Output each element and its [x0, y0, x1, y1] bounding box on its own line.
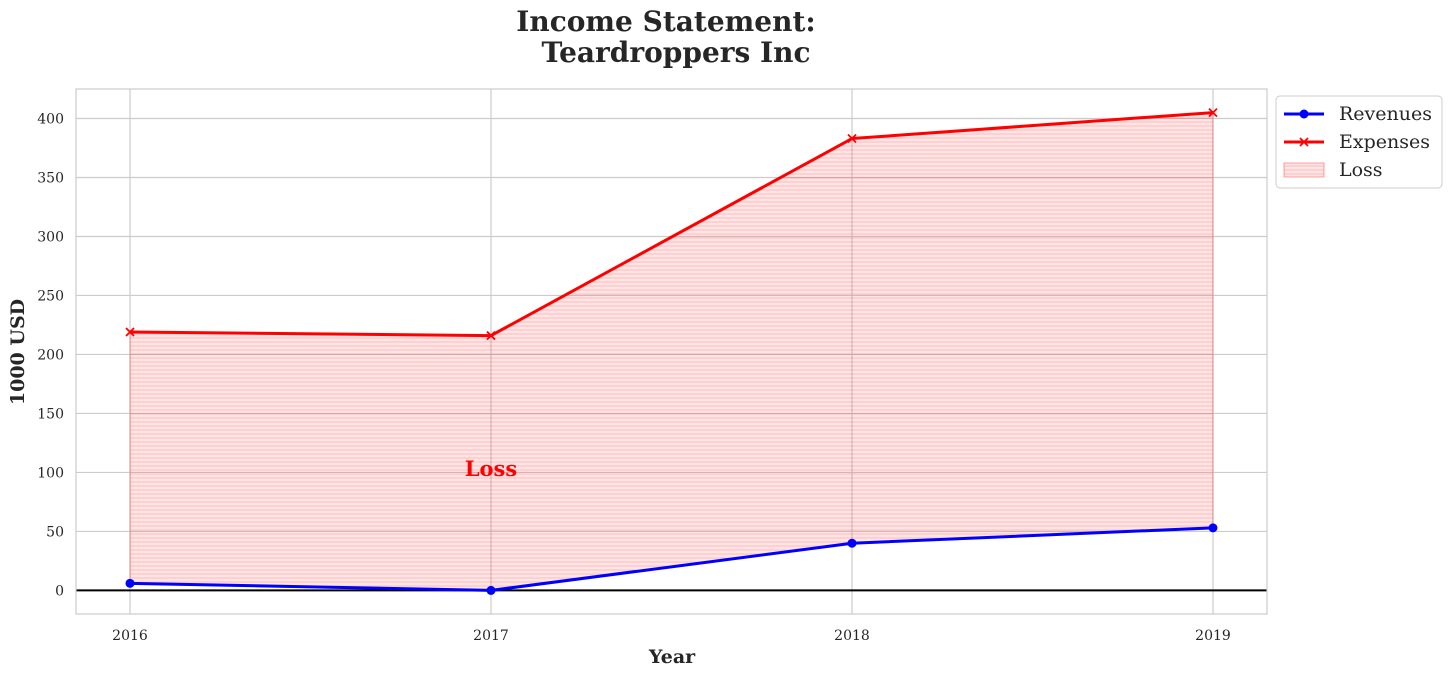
- revenues-point-2018: [847, 538, 857, 548]
- legend-marker-revenues: [1299, 109, 1309, 119]
- y-tick-label-400: 400: [37, 111, 64, 127]
- expenses-point-2017: [486, 330, 496, 341]
- revenues-point-2019: [1208, 523, 1218, 533]
- x-tick-label-2016: 2016: [112, 628, 148, 644]
- legend-label-loss: Loss: [1339, 159, 1383, 181]
- revenues-line: [129, 526, 1214, 592]
- legend-item-loss: Loss: [1283, 159, 1383, 181]
- plot-frame: [75, 88, 1268, 615]
- legend-marker-expenses: [1299, 137, 1309, 147]
- y-tick-label-0: 0: [55, 583, 64, 599]
- x-axis-label: Year: [648, 646, 696, 668]
- legend-item-expenses: Expenses: [1284, 131, 1430, 153]
- revenues-point-2017: [486, 585, 496, 595]
- y-tick-label-300: 300: [37, 229, 64, 245]
- expenses-point-2019: [1208, 107, 1218, 118]
- y-tick-label-200: 200: [37, 347, 64, 363]
- chart-title-line1: Income Statement:: [516, 5, 815, 38]
- legend-swatch-loss: [1283, 162, 1325, 178]
- legend-label-revenues: Revenues: [1339, 103, 1432, 125]
- revenues-point-2016: [125, 578, 135, 588]
- x-axis-ticks: 2016 2017 2018 2019: [112, 628, 1231, 644]
- expenses-point-2018: [847, 133, 857, 144]
- series-lines: [125, 107, 1218, 595]
- x-tick-label-2017: 2017: [473, 628, 509, 644]
- x-tick-label-2019: 2019: [1195, 628, 1231, 644]
- expenses-line: [129, 111, 1214, 338]
- expenses-point-2016: [125, 327, 135, 337]
- y-tick-label-50: 50: [46, 524, 64, 540]
- loss-annotation: Loss: [465, 456, 517, 481]
- chart-title-line2: Teardroppers Inc: [541, 36, 810, 69]
- y-tick-label-150: 150: [37, 406, 64, 422]
- loss-fill-area: [129, 112, 1214, 591]
- y-axis-label: 1000 USD: [7, 299, 29, 405]
- legend: Revenues Expenses Loss: [1275, 95, 1443, 189]
- legend-item-revenues: Revenues: [1284, 103, 1432, 125]
- y-axis-ticks: 0 50 100 150 200 250 300 350 400: [37, 111, 64, 599]
- loss-fill-polygon: [129, 112, 1214, 591]
- legend-label-expenses: Expenses: [1339, 131, 1430, 153]
- y-tick-label-250: 250: [37, 288, 64, 304]
- x-tick-label-2018: 2018: [834, 628, 870, 644]
- y-tick-label-100: 100: [37, 465, 64, 481]
- y-tick-label-350: 350: [37, 170, 64, 186]
